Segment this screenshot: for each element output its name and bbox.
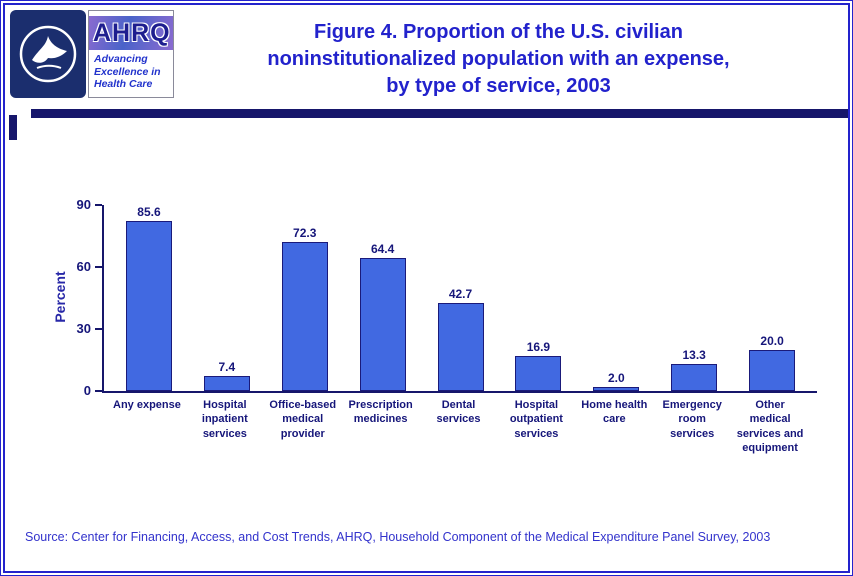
header-divider-notch — [9, 115, 17, 140]
bar — [749, 349, 796, 391]
bar-slot: 16.9 — [499, 205, 577, 391]
y-tick-mark — [95, 390, 102, 392]
x-axis-label: Dental services — [436, 399, 481, 426]
bar — [281, 241, 328, 391]
y-tick-mark — [95, 204, 102, 206]
bar-slot: 13.3 — [655, 205, 733, 391]
y-tick-mark — [95, 328, 102, 331]
x-axis-label: Hospital inpatient services — [201, 399, 248, 440]
bar-value-label: 72.3 — [293, 225, 317, 240]
x-axis-label: Office-based medical provider — [269, 399, 337, 440]
header-divider-bar — [31, 109, 848, 118]
bar — [671, 363, 718, 391]
bar-slot: 7.4 — [188, 205, 266, 391]
source-note: Source: Center for Financing, Access, an… — [25, 530, 771, 544]
y-tick-mark — [95, 266, 102, 269]
y-tick-label: 30 — [76, 321, 91, 337]
bar — [203, 375, 250, 391]
x-axis-label: Hospital outpatient services — [509, 399, 563, 440]
hhs-eagle-icon — [19, 25, 77, 83]
ahrq-gradient-band — [89, 16, 173, 50]
ahrq-logo-text: AHRQ — [93, 19, 171, 47]
x-axis-label: Other medical services and equipment — [736, 399, 804, 454]
x-axis-label: Emergency room services — [662, 399, 722, 440]
y-tick-label: 0 — [83, 383, 91, 398]
y-axis-title: Percent — [52, 271, 68, 323]
bar-value-label: 16.9 — [526, 340, 551, 355]
bar-slot: 72.3 — [266, 205, 344, 391]
bar — [359, 257, 406, 391]
bar-value-label: 2.0 — [607, 370, 625, 385]
x-axis-label: Home health care — [581, 399, 648, 426]
slide-frame: AHRQ Advancing Excellence in Health Care… — [3, 3, 850, 573]
bar-value-label: 64.4 — [370, 241, 395, 256]
bar-value-label: 7.4 — [218, 359, 236, 374]
y-tick-label: 60 — [76, 259, 91, 275]
y-tick-label: 90 — [76, 197, 91, 212]
bar-value-label: 20.0 — [760, 333, 784, 348]
bar-slot: 20.0 — [733, 205, 811, 391]
bar-slot: 85.6 — [110, 205, 188, 391]
bar — [437, 302, 484, 391]
bar-slot: 64.4 — [344, 205, 422, 391]
ahrq-logo: AHRQ Advancing Excellence in Health Care — [88, 10, 174, 98]
bar — [515, 356, 562, 391]
bar-value-label: 42.7 — [448, 286, 473, 301]
x-axis-label: Any expense — [113, 399, 181, 411]
logo-block: AHRQ Advancing Excellence in Health Care — [10, 10, 174, 98]
bars-row: 85.6 7.4 72.3 64.4 42.7 16.9 2.0 13.3 20.0 — [104, 205, 817, 391]
figure-title-line-2: noninstitutionalized population with an … — [267, 48, 730, 70]
bar-value-label: 13.3 — [682, 347, 706, 362]
figure-title-line-3: by type of service, 2003 — [386, 75, 611, 97]
bar-value-label: 85.6 — [137, 205, 161, 219]
figure-title-line-1: Figure 4. Proportion of the U.S. civilia… — [314, 21, 683, 43]
x-axis-label: Prescription medicines — [348, 399, 413, 426]
hhs-seal-icon — [10, 10, 86, 98]
ahrq-tagline: Advancing Excellence in Health Care — [94, 53, 161, 91]
y-axis: 85.6 7.4 72.3 64.4 42.7 16.9 2.0 13.3 20.0 0 30 60… — [77, 197, 817, 398]
bar-slot: 42.7 — [422, 205, 500, 391]
bar — [125, 221, 172, 391]
bar-slot: 2.0 — [577, 205, 655, 391]
x-axis-labels: Any expense Hospital inpatient services Of… — [102, 398, 815, 455]
figure-title: Figure 4. Proportion of the U.S. civilia… — [177, 19, 820, 100]
bar — [593, 386, 640, 391]
